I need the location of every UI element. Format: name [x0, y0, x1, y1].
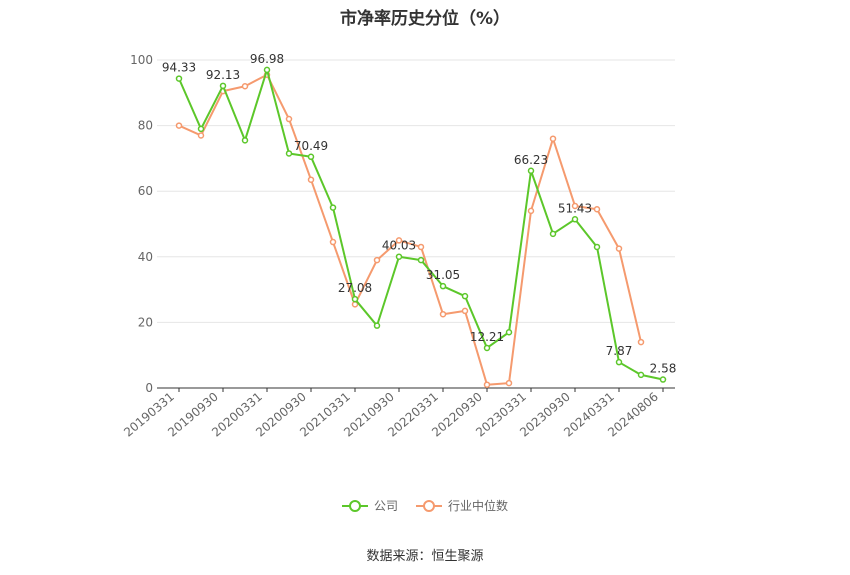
- series-0-point-20191231: [241, 137, 249, 144]
- series-1-point-20201231: [329, 238, 337, 246]
- series-0-point-20201231: [329, 204, 337, 211]
- series-0-point-20211231: [417, 256, 425, 264]
- chart-title: 市净率历史分位（%）: [339, 9, 511, 29]
- data-label-20230930: 51.43: [558, 201, 592, 215]
- series-0-point-20190930: [219, 82, 227, 90]
- series-0-point-20240331: [615, 358, 623, 366]
- series-0-point-20240806: [659, 376, 667, 383]
- data-labels: 94.33 92.13 96.98 70.49 27.08 40.03 31.05 12.21…: [162, 52, 677, 376]
- series: [175, 66, 667, 388]
- series-1-point-20211231: [417, 243, 425, 251]
- series-0-point-20190331: [175, 75, 183, 82]
- series-1-point-20240331: [615, 245, 623, 252]
- legend: 公司 行业中位数: [0, 497, 850, 514]
- legend-company-marker: [341, 499, 368, 513]
- series-1-point-20240630: [637, 338, 645, 346]
- legend-item-company[interactable]: 公司: [341, 497, 398, 514]
- series-1-point-20230331: [527, 207, 535, 215]
- y-tick-label-100: 100: [130, 53, 153, 67]
- y-tick-label-80: 80: [138, 119, 153, 133]
- series-0-point-20200331: [263, 66, 271, 74]
- data-label-20210331: 27.08: [338, 281, 372, 295]
- y-tick-label-40: 40: [138, 250, 153, 264]
- series-0-point-20190630: [197, 125, 205, 133]
- y-tick-label-0: 0: [145, 381, 153, 395]
- series-0-point-20220331: [439, 282, 447, 290]
- series-1-point-20220331: [439, 310, 447, 318]
- legend-industry-label: 行业中位数: [448, 499, 509, 513]
- data-label-20200930: 70.49: [294, 139, 328, 153]
- series-1-point-20200630: [285, 115, 293, 123]
- data-label-20190930: 92.13: [206, 68, 240, 82]
- series-0-point-20240630: [637, 371, 645, 379]
- series-0-point-20210630: [373, 322, 381, 329]
- series-1-point-20220930: [483, 381, 491, 388]
- y-tick-label-60: 60: [138, 184, 153, 198]
- series-0-point-20230331: [527, 167, 535, 175]
- series-1-point-20230930: [571, 202, 579, 210]
- series-1-point-20210630: [373, 256, 381, 264]
- series-1-point-20191231: [241, 82, 249, 90]
- data-label-20200331: 96.98: [250, 52, 284, 66]
- series-1-point-20200930: [307, 176, 315, 183]
- data-label-20230331: 66.23: [514, 153, 548, 167]
- series-line-0: [178, 68, 664, 381]
- series-0-point-20200630: [285, 150, 293, 157]
- data-label-20220331: 31.05: [426, 268, 460, 282]
- data-label-20210930: 40.03: [382, 239, 416, 253]
- series-0-point-20210331: [351, 295, 359, 303]
- series-0-point-20200930: [307, 153, 315, 161]
- series-1-point-20221231: [505, 379, 513, 387]
- y-tick-label-20: 20: [138, 315, 153, 329]
- data-label-20220930: 12.21: [470, 330, 504, 344]
- series-1-point-20220630: [461, 307, 469, 315]
- series-1-point-20210930: [395, 237, 403, 244]
- data-label-20240806: 2.58: [650, 362, 677, 376]
- legend-company-label: 公司: [373, 499, 398, 513]
- legend-industry-marker: [416, 499, 442, 513]
- series-0-point-20220930: [483, 344, 491, 352]
- grid-lines: [157, 59, 675, 323]
- series-1-point-20190630: [197, 132, 205, 139]
- series-1-point-20190331: [175, 122, 183, 129]
- data-source: 数据来源：恒生聚源: [366, 549, 484, 564]
- series-0-point-20230630: [549, 230, 557, 238]
- data-label-20240331: 7.87: [606, 344, 633, 358]
- series-1-point-20231231: [593, 205, 601, 213]
- legend-item-industry[interactable]: 行业中位数: [416, 497, 508, 514]
- series-0-point-20230930: [571, 216, 579, 223]
- series-0-point-20231231: [593, 243, 601, 251]
- data-label-20190331: 94.33: [162, 61, 196, 75]
- series-line-1: [178, 73, 642, 386]
- series-0-point-20221231: [505, 328, 513, 336]
- series-0-point-20210930: [395, 253, 403, 260]
- series-1-point-20230630: [549, 135, 557, 142]
- series-0-point-20220630: [461, 292, 469, 300]
